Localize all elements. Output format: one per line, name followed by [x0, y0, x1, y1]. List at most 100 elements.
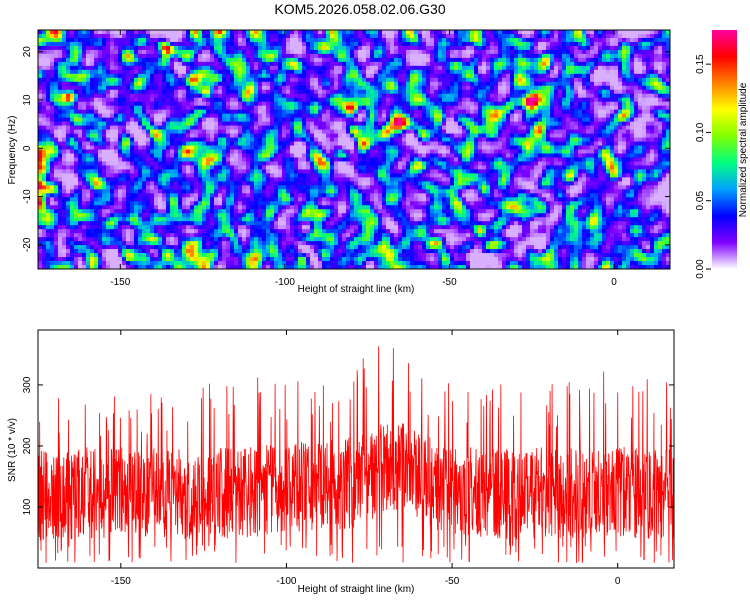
heatmap-cell [562, 77, 567, 83]
heatmap-cell [258, 37, 263, 43]
heatmap-cell [370, 81, 375, 87]
heatmap-cell [594, 129, 599, 134]
heatmap-cell [374, 105, 379, 111]
heatmap-cell [262, 73, 267, 79]
heatmap-cell [378, 61, 383, 67]
heatmap-cell [582, 113, 587, 118]
heatmap-cell [282, 153, 287, 158]
heatmap-cell [598, 133, 603, 138]
heatmap-cell [114, 85, 119, 91]
heatmap-cell [486, 41, 491, 47]
heatmap-cell [266, 33, 271, 39]
heatmap-cell [442, 149, 447, 154]
heatmap-cell [422, 65, 427, 71]
heatmap-cell [86, 49, 91, 55]
heatmap-cell [370, 93, 375, 99]
heatmap-cell [558, 53, 563, 59]
heatmap-cell [306, 129, 311, 134]
heatmap-cell [66, 89, 71, 95]
heatmap-cell [582, 137, 587, 142]
heatmap-cell [198, 81, 203, 87]
heatmap-cell [598, 121, 603, 126]
heatmap-cell [462, 97, 467, 103]
heatmap-cell [590, 137, 595, 142]
heatmap-cell [578, 81, 583, 87]
heatmap-cell [526, 121, 531, 126]
heatmap-cell [466, 101, 471, 107]
heatmap-cell [378, 121, 383, 126]
heatmap-cell [262, 85, 267, 91]
heatmap-cell [302, 73, 307, 79]
heatmap-cell [546, 89, 551, 95]
heatmap-cell [538, 41, 543, 47]
heatmap-cell [646, 73, 651, 79]
heatmap-cell [154, 45, 159, 51]
heatmap-cell [458, 137, 463, 142]
heatmap-cell [458, 61, 463, 67]
heatmap-cell [210, 69, 215, 75]
heatmap-cell [414, 93, 419, 99]
heatmap-cell [446, 97, 451, 103]
heatmap-cell [130, 153, 135, 158]
heatmap-cell [414, 105, 419, 111]
heatmap-cell [218, 33, 223, 39]
heatmap-cell [474, 73, 479, 79]
heatmap-cell [650, 73, 655, 79]
heatmap-cell [90, 45, 95, 51]
heatmap-cell [662, 125, 667, 130]
heatmap-cell [374, 121, 379, 126]
heatmap-cell [318, 121, 323, 126]
heatmap-cell [570, 93, 575, 99]
heatmap-cell [170, 57, 175, 63]
heatmap-cell [362, 93, 367, 99]
heatmap-cell [630, 129, 635, 134]
heatmap-cell [86, 30, 91, 35]
heatmap-cell [322, 65, 327, 71]
heatmap-cell [66, 69, 71, 75]
heatmap-cell [378, 141, 383, 146]
heatmap-cell [430, 37, 435, 43]
heatmap-cell [270, 73, 275, 79]
heatmap-cell [654, 137, 659, 142]
heatmap-cell [186, 30, 191, 35]
heatmap-cell [298, 69, 303, 75]
heatmap-cell [482, 125, 487, 130]
heatmap-cell [66, 145, 71, 150]
heatmap-cell [106, 149, 111, 154]
heatmap-cell [534, 53, 539, 59]
heatmap-cell [618, 101, 623, 107]
heatmap-cell [590, 85, 595, 91]
heatmap-cell [378, 73, 383, 79]
heatmap-cell [134, 121, 139, 126]
heatmap-cell [230, 137, 235, 142]
heatmap-cell [194, 77, 199, 83]
heatmap-cell [198, 105, 203, 111]
heatmap-cell [498, 85, 503, 91]
heatmap-cell [582, 85, 587, 91]
heatmap-cell [586, 57, 591, 63]
heatmap-cell [494, 133, 499, 138]
heatmap-cell [306, 137, 311, 142]
heatmap-cell [610, 129, 615, 134]
heatmap-cell [510, 121, 515, 126]
heatmap-cell [626, 101, 631, 107]
heatmap-cell [434, 117, 439, 122]
heatmap-cell [534, 33, 539, 39]
heatmap-cell [218, 133, 223, 138]
heatmap-cell [634, 93, 639, 99]
heatmap-cell [642, 117, 647, 122]
heatmap-cell [610, 101, 615, 107]
heatmap-cell [202, 97, 207, 103]
heatmap-cell [286, 121, 291, 126]
heatmap-cell [286, 53, 291, 59]
heatmap-cell [378, 30, 383, 35]
heatmap-cell [230, 117, 235, 122]
heatmap-cell [362, 53, 367, 59]
heatmap-cell [502, 53, 507, 59]
heatmap-cell [350, 109, 355, 114]
heatmap-cell [654, 85, 659, 91]
heatmap-cell [542, 53, 547, 59]
heatmap-cell [406, 65, 411, 71]
heatmap-cell [462, 145, 467, 150]
heatmap-cell [602, 53, 607, 59]
